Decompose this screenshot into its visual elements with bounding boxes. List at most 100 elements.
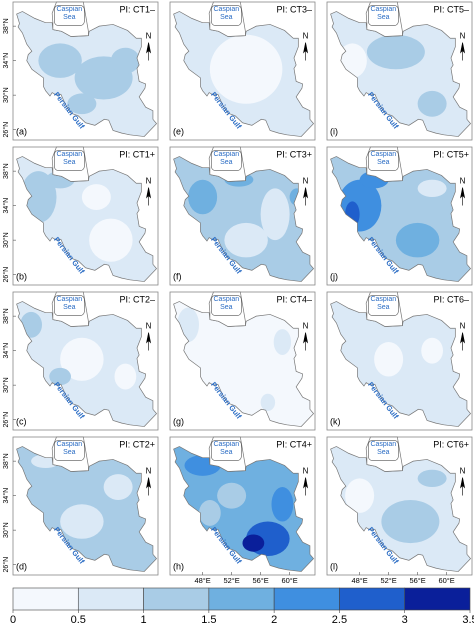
- north-arrow: [146, 332, 152, 351]
- colorbar-bin: [273, 587, 340, 611]
- panel-label: (j): [330, 271, 338, 281]
- colorbar-bin: [12, 587, 79, 611]
- sea-label: Caspian Sea: [56, 296, 83, 312]
- panel-label: (a): [16, 126, 27, 136]
- shade-region: [374, 342, 404, 377]
- shade-region: [417, 469, 447, 488]
- sea-label-wrap: Caspian Sea: [213, 6, 239, 21]
- panel-label: (l): [330, 561, 338, 571]
- shading: [20, 311, 137, 390]
- shade-region: [421, 337, 443, 364]
- sea-label-wrap: Caspian Sea: [56, 6, 83, 22]
- north-label: N: [146, 177, 152, 186]
- sea-label: Caspian Sea: [213, 296, 240, 312]
- colorbar-bin: [143, 587, 210, 611]
- x-tick-label: 48°E: [194, 576, 210, 585]
- sea-label: Caspian Sea: [213, 151, 240, 167]
- shade-region: [89, 218, 133, 262]
- north-arrow: [460, 187, 466, 206]
- panel-title: PI: CT5+: [433, 149, 469, 159]
- north-arrow: [146, 42, 152, 61]
- country-border: [16, 156, 158, 282]
- panel-title: PI: CT1+: [119, 149, 155, 159]
- y-tick-label: 30°N: [2, 232, 10, 248]
- shade-region: [366, 34, 425, 70]
- country-border: [173, 301, 315, 427]
- shade-region: [67, 93, 97, 115]
- colorbar: 0 0.5 1 1.5 2 2.5 3 3.5: [10, 587, 474, 625]
- north-arrow: [460, 477, 466, 496]
- shade-region: [60, 337, 104, 381]
- panel-title: PI: CT3+: [276, 149, 312, 159]
- sea-label-box: [211, 295, 242, 316]
- panel-title: PI: CT2–: [119, 294, 155, 304]
- shade-region: [260, 393, 276, 412]
- colorbar-bin: [339, 587, 406, 611]
- y-tick-label: 26°N: [2, 557, 10, 573]
- shade-region: [60, 504, 104, 539]
- shade-region: [381, 499, 440, 544]
- sea-label-wrap: Caspian Sea: [370, 296, 396, 311]
- sea-label-box: [211, 440, 242, 461]
- sea-label: Caspian Sea: [370, 6, 397, 22]
- y-tick-label: 30°N: [2, 377, 10, 393]
- shade-region: [209, 34, 283, 104]
- shade-region: [417, 90, 447, 117]
- shading: [374, 337, 443, 377]
- north-arrow: [146, 187, 152, 206]
- y-tick-label: 26°N: [2, 412, 10, 428]
- panel-title: PI: CT2+: [119, 439, 155, 449]
- sea-label-box: [54, 295, 85, 316]
- north-label: N: [460, 467, 466, 476]
- x-tick-label: 56°E: [252, 576, 268, 585]
- sea-label: Caspian Sea: [370, 151, 397, 167]
- shade-region: [417, 179, 447, 198]
- sea-label-wrap: Caspian Sea: [56, 151, 82, 166]
- sea-label-box: [368, 150, 399, 171]
- x-tick-label: 52°E: [223, 576, 239, 585]
- country-border: [16, 301, 158, 427]
- panel-label: (d): [16, 561, 27, 571]
- country-border: [330, 156, 472, 282]
- shade-region: [224, 222, 268, 258]
- x-tick-label: 52°E: [380, 576, 396, 585]
- panel-title: PI: CT6–: [433, 294, 469, 304]
- north-label: N: [146, 32, 152, 41]
- colorbar-tick-label: 0.5: [71, 614, 86, 625]
- colorbar-bin: [77, 587, 144, 611]
- y-tick-label: 38°N: [2, 453, 10, 469]
- sea-label-box: [368, 5, 399, 26]
- colorbar-bin: [208, 587, 275, 611]
- x-tick-label: 48°E: [351, 576, 367, 585]
- sea-label: Caspian Sea: [56, 6, 83, 22]
- panel-title: PI: CT4–: [276, 294, 312, 304]
- y-tick-label: 30°N: [2, 522, 10, 538]
- sea-label-box: [54, 440, 85, 461]
- north-arrow: [303, 477, 309, 496]
- shade-region: [114, 363, 137, 390]
- sea-label-wrap: Caspian Sea: [370, 441, 397, 457]
- shade-region: [188, 179, 218, 215]
- country-border: [173, 11, 315, 137]
- sea-label-box: [211, 150, 242, 171]
- colorbar-tick-label: 2: [271, 614, 277, 625]
- sea-label-wrap: Caspian Sea: [56, 296, 83, 312]
- shade-region: [242, 534, 265, 552]
- country-border: [330, 446, 472, 572]
- y-tick-label: 34°N: [2, 488, 10, 504]
- sea-label: Caspian Sea: [56, 441, 83, 457]
- sea-label-wrap: Caspian Sea: [213, 151, 240, 167]
- panel-title: PI: CT1–: [119, 4, 155, 14]
- shade-region: [199, 499, 221, 526]
- sea-label: Caspian Sea: [370, 441, 397, 457]
- shade-region: [81, 184, 111, 210]
- panel-label: (h): [173, 561, 184, 571]
- sea-label-box: [54, 150, 85, 171]
- shade-region: [273, 329, 292, 355]
- shade-region: [395, 222, 440, 258]
